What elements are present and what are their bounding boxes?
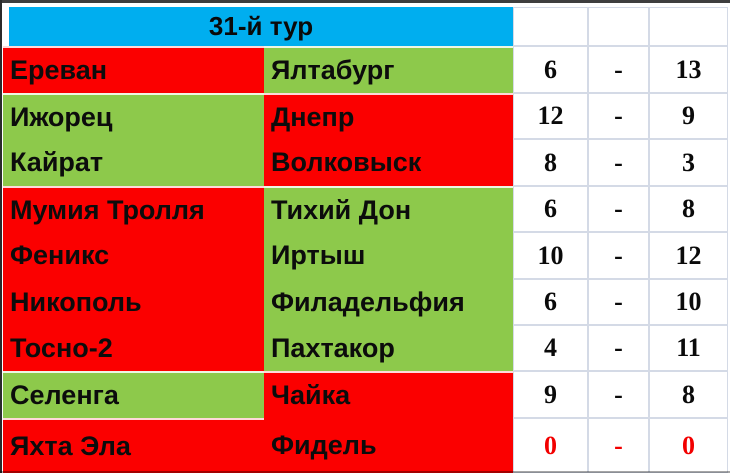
- home-score-cell[interactable]: 12: [513, 93, 588, 139]
- away-score-cell[interactable]: 8: [649, 371, 728, 418]
- header-empty-cell[interactable]: [588, 7, 649, 46]
- away-team-name: Тихий Дон: [271, 194, 412, 225]
- header-empty-cell[interactable]: [649, 7, 728, 46]
- home-team-name: Ижорец: [10, 101, 113, 132]
- away-score-cell[interactable]: 13: [649, 46, 728, 93]
- home-team-cell[interactable]: Никополь: [3, 279, 264, 325]
- away-score-cell[interactable]: 0: [649, 418, 728, 473]
- home-score-cell[interactable]: 6: [513, 186, 588, 232]
- home-team-cell[interactable]: Селенга: [3, 371, 264, 418]
- away-team-cell[interactable]: Ялтабург: [264, 46, 513, 93]
- home-team-cell[interactable]: Кайрат: [3, 139, 264, 186]
- home-score-cell[interactable]: 9: [513, 371, 588, 418]
- screenshot-bottom-edge: [0, 471, 730, 473]
- home-team-cell[interactable]: Ижорец: [3, 93, 264, 139]
- away-team-cell[interactable]: Волковыск: [264, 139, 513, 186]
- away-team-cell[interactable]: Пахтакор: [264, 325, 513, 371]
- home-score-cell[interactable]: 6: [513, 46, 588, 93]
- away-team-name: Днепр: [271, 101, 355, 132]
- home-score-cell[interactable]: 8: [513, 139, 588, 186]
- away-team-name: Пахтакор: [271, 332, 395, 363]
- round-header-cell[interactable]: 31-й тур: [9, 7, 513, 46]
- away-score-cell[interactable]: 11: [649, 325, 728, 371]
- home-team-name: Никополь: [10, 286, 142, 317]
- away-team-cell[interactable]: Филадельфия: [264, 279, 513, 325]
- home-team-name: Тосно-2: [10, 332, 113, 363]
- away-team-cell[interactable]: Иртыш: [264, 232, 513, 279]
- score-dash-cell[interactable]: -: [588, 371, 649, 418]
- away-team-cell[interactable]: Днепр: [264, 93, 513, 139]
- screenshot-left-edge: [0, 0, 2, 473]
- away-team-name: Волковыск: [271, 147, 422, 177]
- away-score-cell[interactable]: 9: [649, 93, 728, 139]
- home-score-cell[interactable]: 10: [513, 232, 588, 279]
- header-empty-cell[interactable]: [513, 7, 588, 46]
- home-score-cell[interactable]: 4: [513, 325, 588, 371]
- away-team-cell[interactable]: Тихий Дон: [264, 186, 513, 232]
- score-dash-cell[interactable]: -: [588, 186, 649, 232]
- home-score-cell[interactable]: 6: [513, 279, 588, 325]
- home-team-name: Селенга: [10, 380, 119, 410]
- away-team-cell[interactable]: Фидель: [264, 418, 513, 473]
- score-dash-cell[interactable]: -: [588, 139, 649, 186]
- away-team-name: Чайка: [271, 380, 351, 410]
- away-score-cell[interactable]: 8: [649, 186, 728, 232]
- home-team-name: Яхта Эла: [10, 431, 131, 461]
- away-team-name: Фидель: [271, 430, 377, 460]
- results-table: 31-й тур Ереван Ялтабург 6 - 13 Ижорец Д…: [3, 7, 730, 473]
- home-team-name: Феникс: [10, 240, 110, 270]
- away-team-name: Филадельфия: [271, 286, 465, 317]
- score-dash-cell[interactable]: -: [588, 325, 649, 371]
- home-team-cell[interactable]: Ереван: [3, 46, 264, 93]
- home-team-name: Кайрат: [10, 147, 104, 177]
- away-score-cell[interactable]: 10: [649, 279, 728, 325]
- score-dash-cell[interactable]: -: [588, 46, 649, 93]
- away-score-cell[interactable]: 3: [649, 139, 728, 186]
- score-dash-cell[interactable]: -: [588, 93, 649, 139]
- home-team-name: Ереван: [10, 55, 108, 85]
- home-team-cell[interactable]: Тосно-2: [3, 325, 264, 371]
- away-team-name: Иртыш: [271, 240, 366, 270]
- away-team-name: Ялтабург: [271, 55, 395, 85]
- home-team-cell[interactable]: Мумия Тролля: [3, 186, 264, 232]
- home-team-cell[interactable]: Яхта Эла: [3, 418, 264, 473]
- score-dash-cell[interactable]: -: [588, 418, 649, 473]
- away-score-cell[interactable]: 12: [649, 232, 728, 279]
- home-team-name: Мумия Тролля: [10, 194, 205, 225]
- score-dash-cell[interactable]: -: [588, 279, 649, 325]
- home-team-cell[interactable]: Феникс: [3, 232, 264, 279]
- home-score-cell[interactable]: 0: [513, 418, 588, 473]
- away-team-cell[interactable]: Чайка: [264, 371, 513, 418]
- screenshot-top-edge: [0, 0, 730, 3]
- score-dash-cell[interactable]: -: [588, 232, 649, 279]
